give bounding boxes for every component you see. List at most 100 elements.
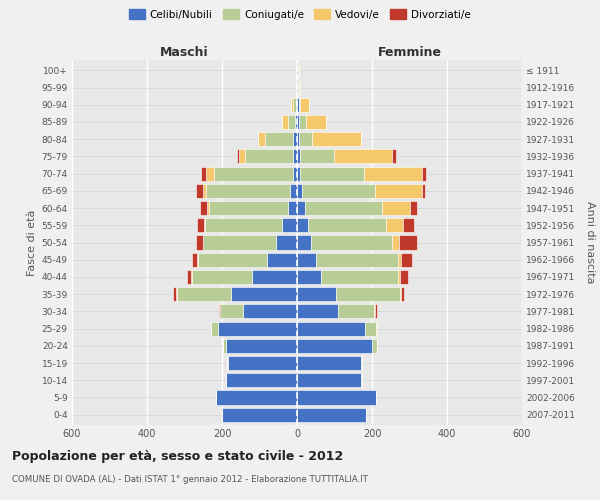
Bar	[201, 166, 205, 180]
Bar	[220, 304, 242, 318]
Bar	[293, 98, 296, 112]
Bar	[297, 132, 299, 146]
Bar	[298, 64, 299, 78]
Text: COMUNE DI OVADA (AL) - Dati ISTAT 1° gennaio 2012 - Elaborazione TUTTITALIA.IT: COMUNE DI OVADA (AL) - Dati ISTAT 1° gen…	[12, 475, 368, 484]
Text: Popolazione per età, sesso e stato civile - 2012: Popolazione per età, sesso e stato civil…	[12, 450, 343, 463]
Bar	[193, 252, 197, 267]
Bar	[282, 115, 287, 129]
Bar	[287, 115, 295, 129]
Bar	[257, 132, 265, 146]
Bar	[293, 132, 297, 146]
Bar	[282, 218, 297, 232]
Bar	[301, 98, 308, 112]
Bar	[302, 184, 374, 198]
Text: Maschi: Maschi	[160, 46, 209, 59]
Bar	[400, 270, 409, 284]
Bar	[187, 270, 191, 284]
Bar	[277, 236, 297, 250]
Bar	[197, 252, 267, 267]
Y-axis label: Fasce di età: Fasce di età	[28, 210, 37, 276]
Bar	[207, 201, 209, 215]
Bar	[372, 338, 377, 353]
Bar	[364, 166, 422, 180]
Bar	[196, 184, 203, 198]
Bar	[401, 252, 412, 267]
Bar	[297, 373, 361, 388]
Text: Femmine: Femmine	[377, 46, 442, 59]
Bar	[297, 270, 322, 284]
Bar	[392, 150, 397, 164]
Bar	[191, 270, 192, 284]
Bar	[410, 201, 417, 215]
Bar	[204, 218, 205, 232]
Bar	[392, 236, 398, 250]
Bar	[267, 252, 297, 267]
Bar	[300, 166, 364, 180]
Bar	[297, 322, 365, 336]
Bar	[218, 322, 297, 336]
Bar	[297, 287, 337, 301]
Bar	[305, 201, 382, 215]
Bar	[398, 252, 401, 267]
Bar	[311, 236, 392, 250]
Bar	[222, 408, 297, 422]
Bar	[421, 184, 425, 198]
Bar	[297, 98, 299, 112]
Bar	[365, 322, 376, 336]
Bar	[265, 132, 293, 146]
Bar	[382, 201, 410, 215]
Bar	[176, 287, 177, 301]
Bar	[205, 166, 214, 180]
Bar	[312, 132, 361, 146]
Bar	[374, 184, 421, 198]
Bar	[219, 304, 220, 318]
Bar	[217, 390, 297, 404]
Bar	[242, 304, 297, 318]
Y-axis label: Anni di nascita: Anni di nascita	[585, 201, 595, 284]
Bar	[296, 64, 297, 78]
Bar	[297, 64, 298, 78]
Bar	[398, 236, 416, 250]
Bar	[293, 150, 297, 164]
Bar	[290, 184, 297, 198]
Bar	[173, 287, 176, 301]
Bar	[293, 166, 297, 180]
Bar	[297, 356, 361, 370]
Bar	[338, 304, 374, 318]
Bar	[223, 338, 226, 353]
Bar	[252, 270, 297, 284]
Bar	[422, 166, 427, 180]
Bar	[386, 218, 403, 232]
Bar	[374, 304, 375, 318]
Bar	[334, 150, 392, 164]
Bar	[297, 408, 367, 422]
Bar	[196, 236, 203, 250]
Bar	[245, 150, 293, 164]
Bar	[316, 252, 398, 267]
Bar	[398, 270, 400, 284]
Bar	[214, 166, 293, 180]
Bar	[337, 287, 400, 301]
Bar	[299, 132, 312, 146]
Bar	[375, 304, 377, 318]
Bar	[300, 150, 334, 164]
Bar	[297, 115, 299, 129]
Bar	[211, 322, 218, 336]
Bar	[239, 150, 245, 164]
Bar	[297, 218, 308, 232]
Bar	[203, 184, 206, 198]
Bar	[232, 287, 297, 301]
Bar	[297, 236, 311, 250]
Bar	[297, 201, 305, 215]
Bar	[296, 98, 297, 112]
Bar	[297, 184, 302, 198]
Bar	[297, 338, 372, 353]
Bar	[200, 201, 207, 215]
Bar	[209, 201, 287, 215]
Bar	[295, 115, 297, 129]
Bar	[227, 356, 297, 370]
Bar	[403, 218, 413, 232]
Bar	[297, 80, 298, 94]
Bar	[299, 115, 305, 129]
Bar	[299, 98, 301, 112]
